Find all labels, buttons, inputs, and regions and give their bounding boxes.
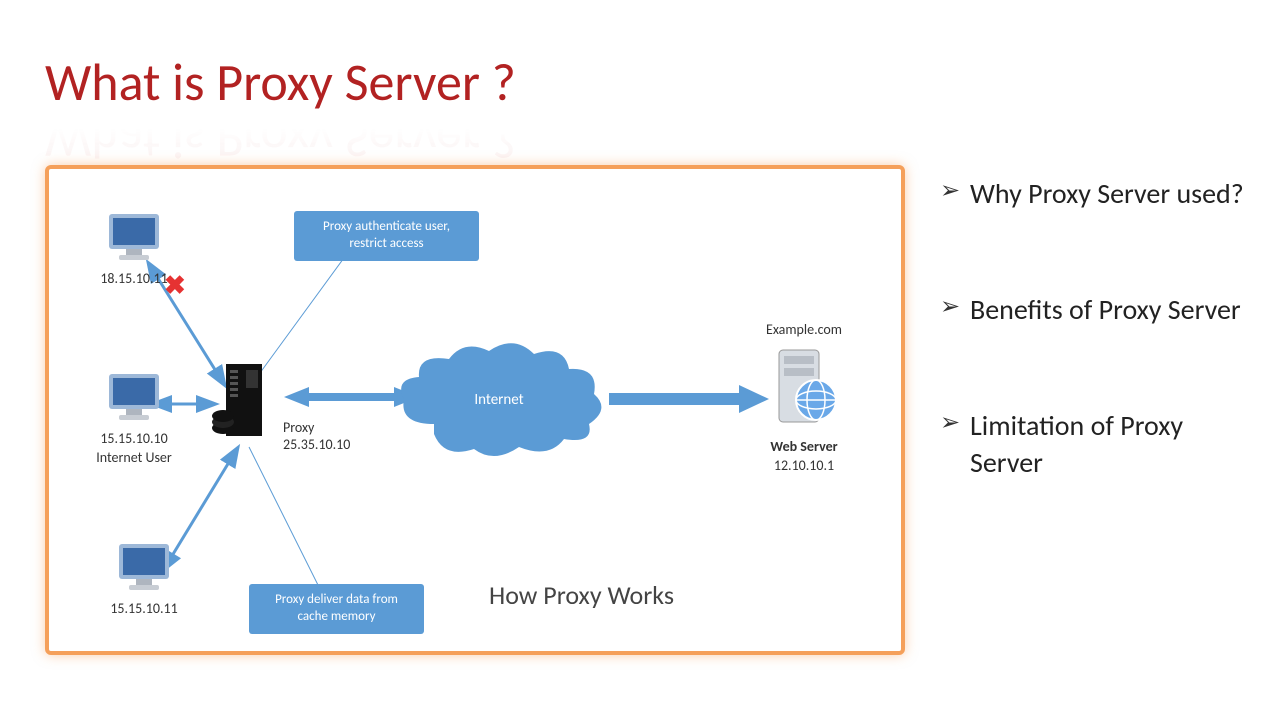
proxy-label: Proxy [283, 419, 314, 436]
slide-title-reflection: What is Proxy Server ? [45, 108, 516, 172]
blocked-x-icon: ✖ [164, 269, 186, 301]
callout-cache: Proxy deliver data from cache memory [249, 584, 424, 634]
diagram-frame: 18.15.10.11 ✖ 15.15.10.10 Internet User … [45, 165, 905, 655]
callout-auth: Proxy authenticate user, restrict access [294, 211, 479, 261]
webserver-label: Web Server [749, 438, 859, 455]
pc-mid-label: Internet User [89, 449, 179, 466]
server-icon [211, 364, 281, 444]
webserver-node: Example.com Web Server 12.10.10.1 [749, 319, 859, 474]
bullet-item: Why Proxy Server used? [940, 175, 1260, 213]
pc-mid-ip: 15.15.10.10 [89, 430, 179, 447]
pc-node-mid: 15.15.10.10 Internet User [89, 369, 179, 466]
bullet-item: Limitation of Proxy Server [940, 407, 1260, 483]
monitor-icon [114, 539, 174, 594]
proxy-diagram: 18.15.10.11 ✖ 15.15.10.10 Internet User … [49, 169, 901, 651]
bullet-item: Benefits of Proxy Server [940, 291, 1260, 329]
diagram-caption: How Proxy Works [489, 579, 674, 611]
monitor-icon [104, 369, 164, 424]
proxy-node: Proxy 25.35.10.10 [211, 364, 311, 448]
pc-node-bot: 15.15.10.11 [99, 539, 189, 617]
bullet-list: Why Proxy Server used? Benefits of Proxy… [940, 175, 1260, 560]
monitor-icon [104, 209, 164, 264]
pc-bot-ip: 15.15.10.11 [99, 600, 189, 617]
webserver-ip: 12.10.10.1 [749, 457, 859, 474]
webserver-icon [764, 342, 844, 432]
proxy-ip: 25.35.10.10 [283, 436, 350, 453]
webserver-domain: Example.com [749, 321, 859, 338]
cloud-label: Internet [389, 391, 609, 409]
cloud-node: Internet [389, 339, 609, 468]
slide-title: What is Proxy Server ? [45, 50, 516, 114]
